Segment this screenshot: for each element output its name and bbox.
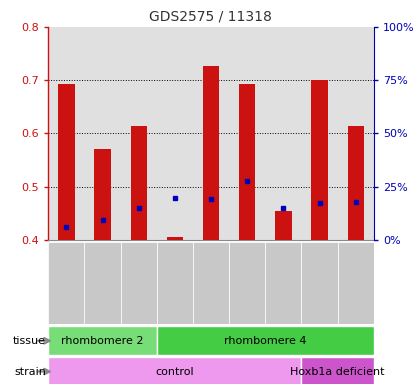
Text: rhombomere 2: rhombomere 2 [61, 336, 144, 346]
Bar [275, 211, 291, 240]
Bar [302, 242, 338, 324]
Bar [48, 357, 302, 384]
Text: tissue: tissue [13, 336, 46, 346]
Bar [193, 242, 229, 324]
Bar [48, 242, 84, 324]
Bar [239, 84, 255, 240]
Bar [203, 66, 219, 240]
Text: control: control [155, 366, 194, 377]
Bar [157, 242, 193, 324]
Text: GDS2575 / 11318: GDS2575 / 11318 [149, 10, 271, 23]
Bar [131, 126, 147, 240]
Bar [229, 242, 265, 324]
Text: Hoxb1a deficient: Hoxb1a deficient [290, 366, 385, 377]
Bar [94, 149, 111, 240]
Bar [58, 84, 74, 240]
Bar [167, 237, 183, 240]
Bar [157, 326, 374, 355]
Text: rhombomere 4: rhombomere 4 [224, 336, 307, 346]
Bar [338, 242, 374, 324]
Bar [302, 357, 374, 384]
Bar [84, 242, 121, 324]
Bar [311, 80, 328, 240]
Bar [121, 242, 157, 324]
Bar [348, 126, 364, 240]
Bar [265, 242, 302, 324]
Bar [48, 326, 157, 355]
Text: strain: strain [14, 366, 46, 377]
